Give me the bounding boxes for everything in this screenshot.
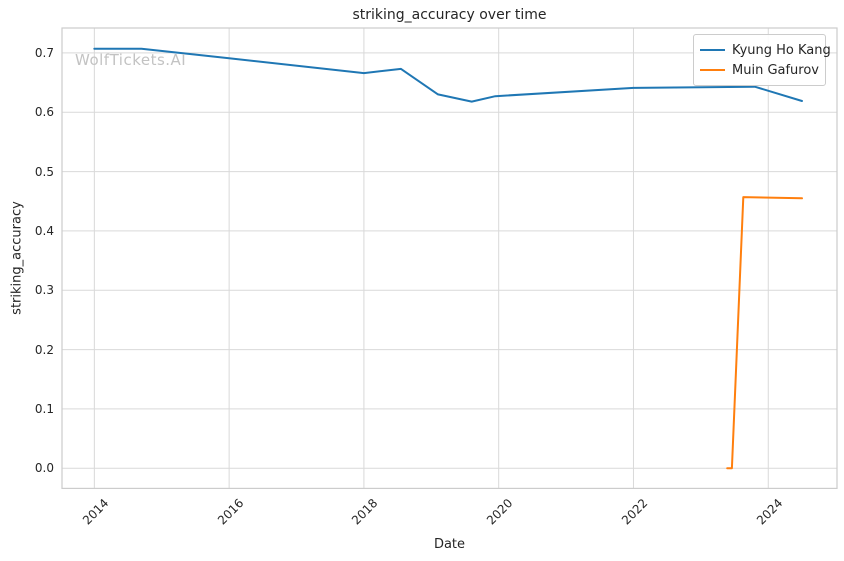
y-tick-label-0.2: 0.2: [34, 342, 54, 357]
y-tick-label-0.6: 0.6: [34, 105, 54, 120]
legend: Kyung Ho Kang Muin Gafurov: [693, 34, 831, 86]
legend-swatch-line-icon: [700, 69, 725, 71]
legend-item-kyung-ho-kang: Kyung Ho Kang: [700, 40, 831, 60]
x-axis-label: Date: [433, 537, 466, 552]
legend-swatch-line-icon: [700, 49, 725, 51]
y-tick-label-0.4: 0.4: [34, 223, 54, 238]
y-axis-label: striking_accuracy: [9, 201, 25, 315]
axes-spines: [61, 27, 838, 489]
series-line-muin-gafurov: [726, 196, 803, 470]
chart-title: striking_accuracy over time: [352, 7, 547, 23]
y-tick-label-0.1: 0.1: [34, 401, 54, 416]
series-line-kyung-ho-kang: [93, 47, 803, 103]
watermark-text: WolfTickets.AI: [75, 51, 187, 69]
legend-item-muin-gafurov: Muin Gafurov: [700, 60, 820, 80]
y-tick-label-0.5: 0.5: [34, 164, 54, 179]
legend-label: Kyung Ho Kang: [732, 42, 831, 58]
y-tick-label-0.3: 0.3: [34, 283, 54, 298]
y-tick-label-0.7: 0.7: [34, 45, 54, 60]
legend-label: Muin Gafurov: [732, 62, 820, 78]
y-tick-label-0.0: 0.0: [34, 461, 54, 476]
